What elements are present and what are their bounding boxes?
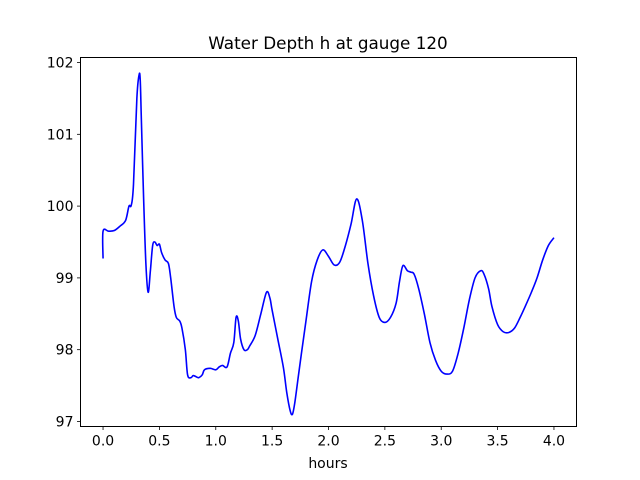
series-line [101,72,555,416]
x-tick-label: 1.5 [261,434,283,450]
x-tick-label: 1.0 [205,434,227,450]
x-tick-label: 4.0 [543,434,565,450]
y-tick-label: 100 [47,199,74,215]
x-tick-label: 0.0 [92,434,114,450]
x-axis: 0.0 0.5 1.0 1.5 2.0 2.5 3.0 3.5 4.0 [92,426,565,450]
x-tick-label: 3.5 [486,434,508,450]
x-tick-label: 2.5 [374,434,396,450]
x-tick-label: 3.0 [430,434,452,450]
y-tick-label: 98 [56,343,74,359]
x-tick-label: 2.0 [317,434,339,450]
y-tick-label: 99 [56,271,74,287]
plot-frame [80,57,577,427]
y-tick-label: 101 [47,127,74,143]
y-axis: 97 98 99 100 101 102 [47,56,81,430]
x-tick-label: 0.5 [148,434,170,450]
plot-area [101,72,555,416]
y-tick-label: 97 [56,414,74,430]
x-axis-label: hours [308,456,347,472]
y-tick-label: 102 [47,56,74,72]
chart-title: Water Depth h at gauge 120 [208,33,447,53]
